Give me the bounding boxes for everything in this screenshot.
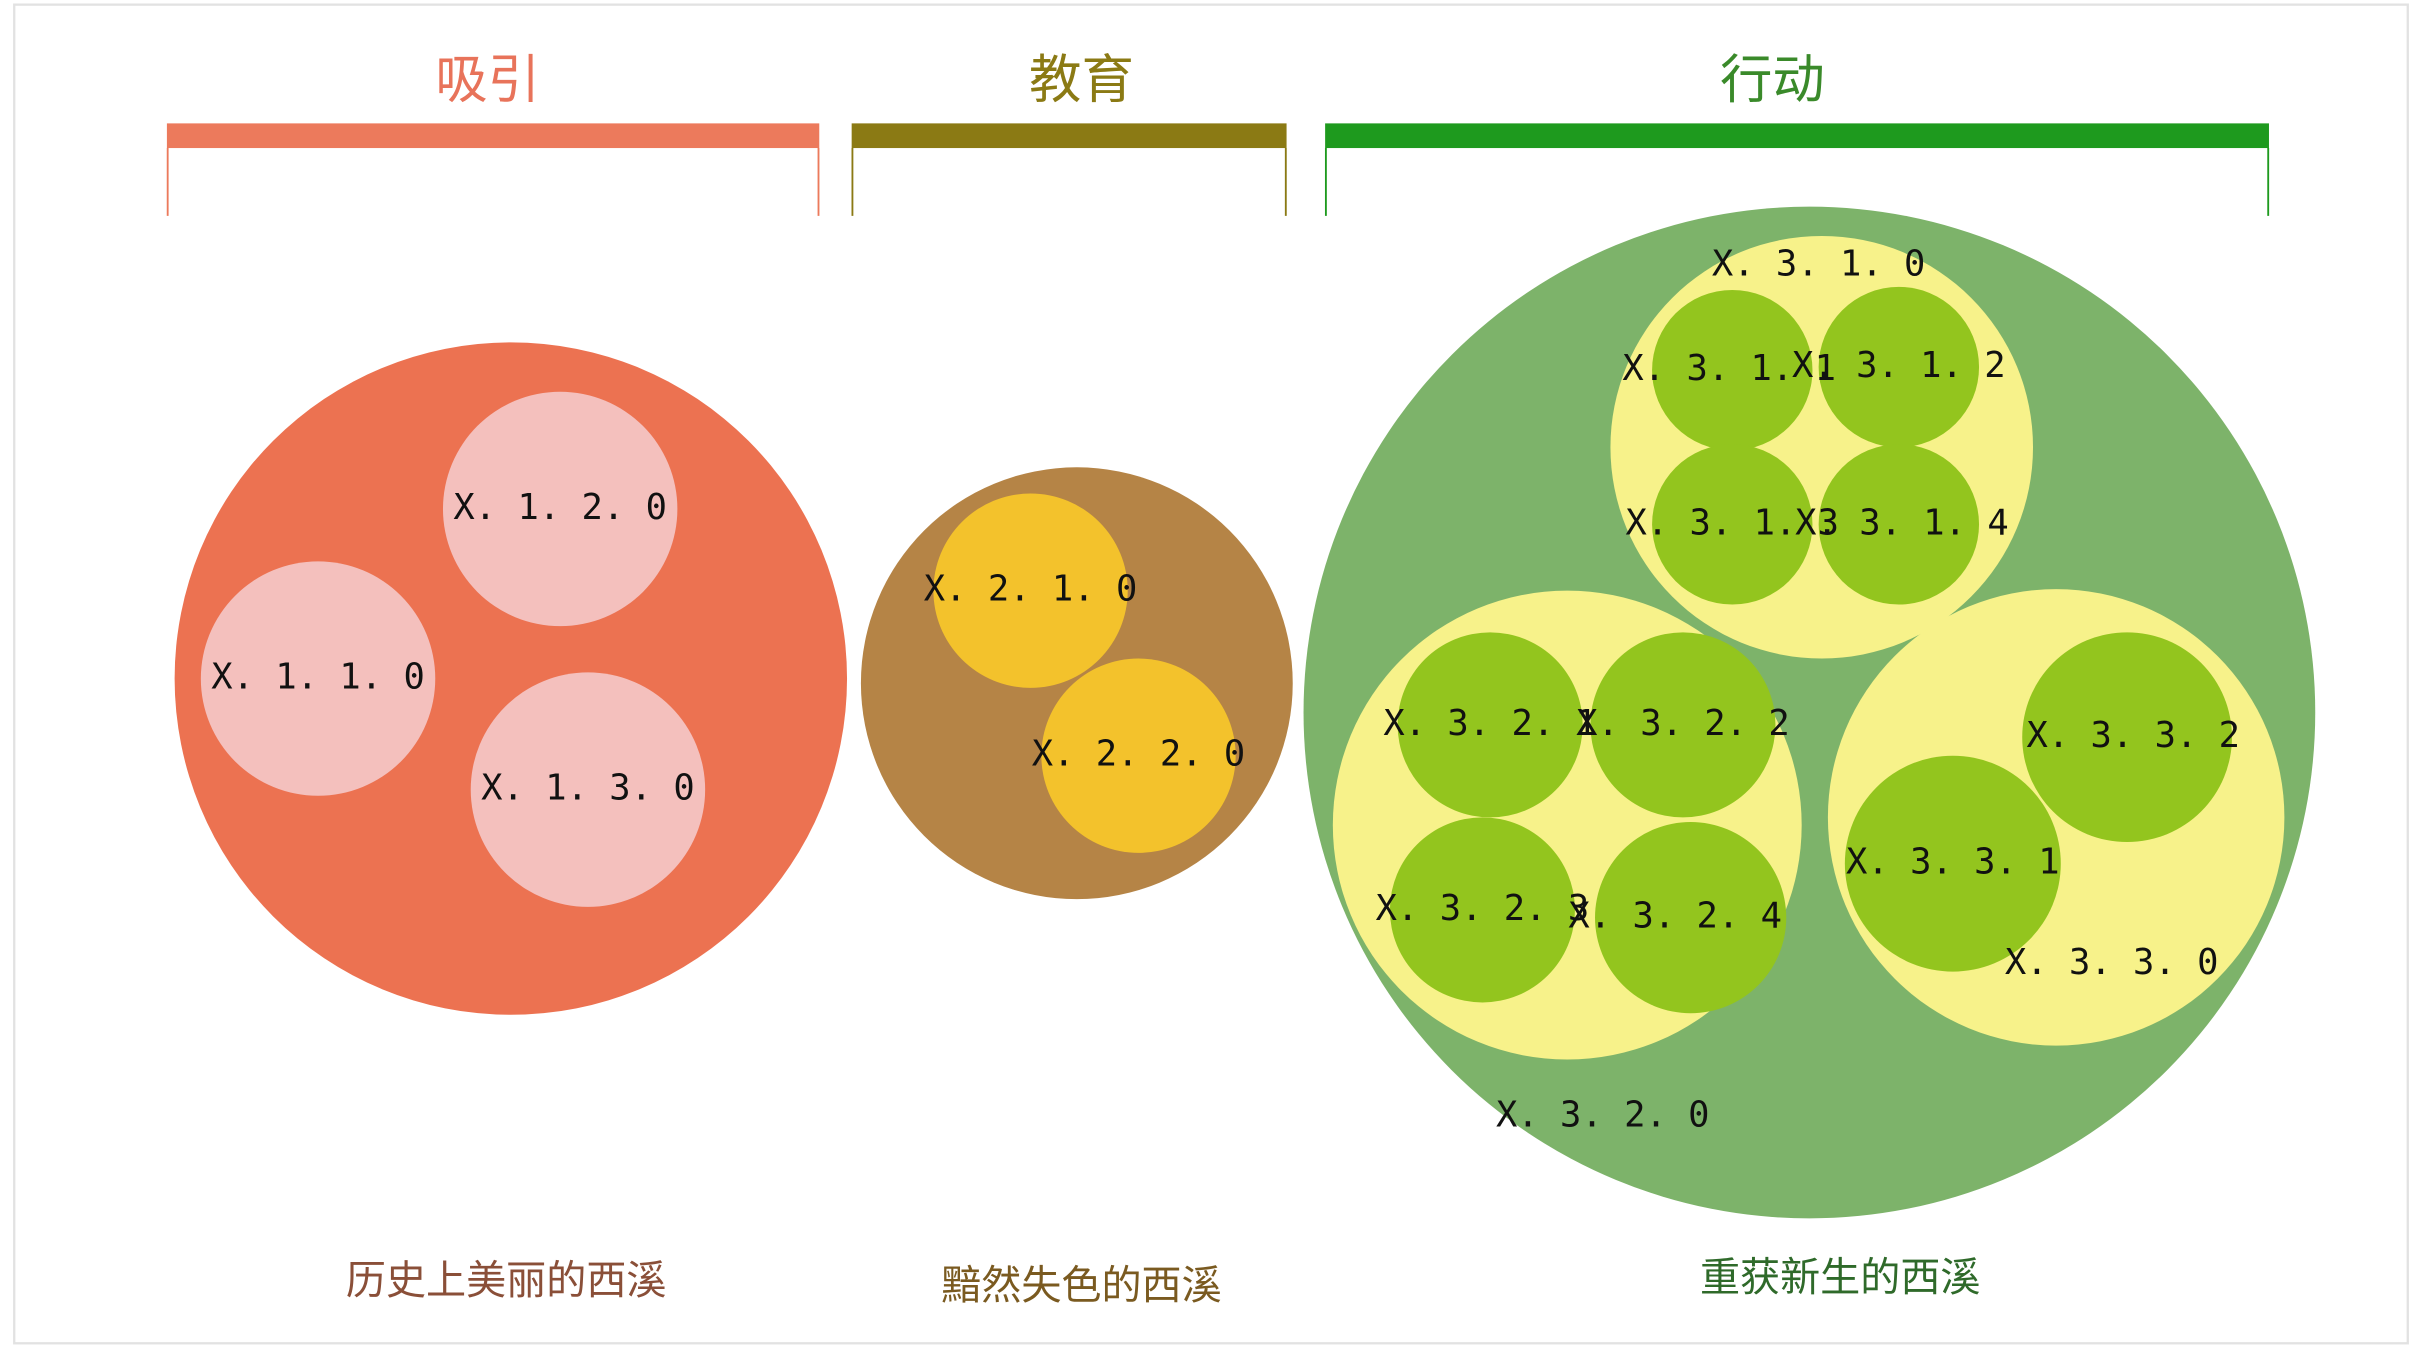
group-label: X. 2. 2. 0	[1032, 734, 1246, 775]
group-circle	[442, 391, 678, 627]
section-caption: 历史上美丽的西溪	[346, 1258, 667, 1304]
group-label: X. 1. 2. 0	[453, 487, 667, 528]
section-caption: 重获新生的西溪	[1700, 1255, 1981, 1301]
header-bar	[1325, 123, 2269, 149]
group-label: X. 3. 1. 0	[1712, 243, 1926, 284]
item-circle	[1389, 817, 1575, 1003]
bracket	[851, 148, 1287, 216]
item-label: X. 3. 2. 2	[1576, 703, 1790, 744]
item-label: X. 3. 1. 3	[1626, 502, 1840, 543]
bracket	[166, 148, 820, 216]
group-label: X. 1. 3. 0	[481, 768, 695, 809]
group-circle	[1610, 235, 2034, 659]
item-circle	[1818, 286, 1980, 448]
item-label: X. 3. 1. 1	[1622, 348, 1836, 389]
bracket	[1324, 148, 2270, 216]
item-circle	[1652, 444, 1813, 605]
section-title: 教育	[1029, 49, 1134, 110]
group-label: X. 2. 1. 0	[924, 569, 1138, 610]
item-label: X. 3. 1. 2	[1792, 345, 2006, 386]
group-circle	[933, 493, 1128, 688]
group-label: X. 1. 1. 0	[211, 657, 425, 698]
item-circle	[1652, 289, 1813, 451]
header-bar	[166, 123, 820, 149]
header-bar	[851, 123, 1287, 149]
group-label: X. 3. 2. 0	[1496, 1095, 1710, 1136]
section-title: 吸引	[435, 49, 540, 110]
item-label: X. 3. 2. 4	[1568, 896, 1782, 937]
group-circle	[1041, 658, 1236, 853]
item-circle	[1590, 632, 1776, 818]
item-label: X. 3. 1. 4	[1795, 502, 2009, 543]
item-label: X. 3. 3. 2	[2026, 715, 2240, 756]
item-circle	[2022, 632, 2232, 843]
group-label: X. 3. 3. 0	[2005, 942, 2219, 983]
section-title: 行动	[1720, 49, 1825, 110]
item-circle	[1397, 632, 1583, 818]
item-circle	[1844, 755, 2061, 972]
item-label: X. 3. 2. 3	[1376, 888, 1590, 929]
group-circle	[200, 561, 436, 796]
item-label: X. 3. 2. 1	[1383, 703, 1597, 744]
item-circle	[1595, 822, 1787, 1014]
group-circle	[470, 672, 706, 907]
item-circle	[1818, 444, 1980, 605]
section-caption: 黯然失色的西溪	[941, 1263, 1222, 1309]
item-label: X. 3. 3. 1	[1846, 842, 2060, 883]
